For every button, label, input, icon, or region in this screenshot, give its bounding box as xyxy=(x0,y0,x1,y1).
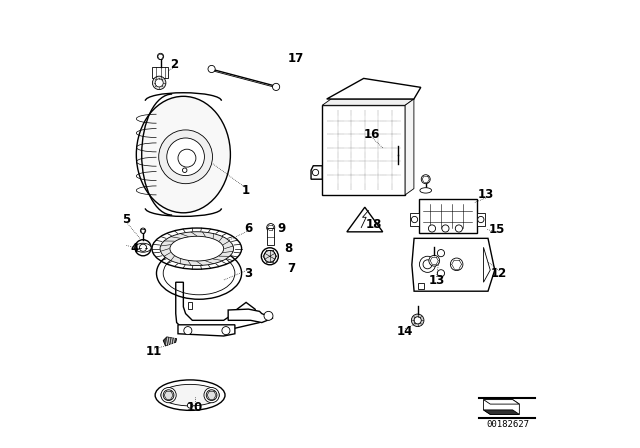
Circle shape xyxy=(208,65,215,73)
Text: 10: 10 xyxy=(186,401,203,414)
Text: 2: 2 xyxy=(170,58,179,72)
Circle shape xyxy=(182,168,187,172)
Polygon shape xyxy=(327,78,421,99)
Ellipse shape xyxy=(160,232,234,266)
Circle shape xyxy=(428,225,436,232)
Circle shape xyxy=(161,388,176,403)
Circle shape xyxy=(477,216,484,223)
Text: 12: 12 xyxy=(491,267,508,280)
Text: 5: 5 xyxy=(122,213,131,226)
Text: 6: 6 xyxy=(244,222,252,235)
Ellipse shape xyxy=(170,236,224,261)
Polygon shape xyxy=(228,309,273,323)
Text: 13: 13 xyxy=(477,188,494,202)
Polygon shape xyxy=(163,337,177,346)
Text: 9: 9 xyxy=(278,222,286,235)
Polygon shape xyxy=(484,400,520,404)
Ellipse shape xyxy=(135,243,151,252)
Polygon shape xyxy=(484,247,490,282)
Polygon shape xyxy=(188,302,192,309)
Text: 1: 1 xyxy=(242,184,250,197)
Text: 14: 14 xyxy=(397,325,413,338)
Ellipse shape xyxy=(155,380,225,410)
Circle shape xyxy=(437,270,445,277)
Circle shape xyxy=(429,255,440,266)
Text: 3: 3 xyxy=(244,267,252,280)
Circle shape xyxy=(155,79,163,87)
Circle shape xyxy=(140,244,147,251)
Polygon shape xyxy=(311,166,323,179)
Circle shape xyxy=(273,83,280,90)
Ellipse shape xyxy=(152,228,242,269)
Circle shape xyxy=(178,149,196,167)
Polygon shape xyxy=(412,238,495,291)
Circle shape xyxy=(412,216,418,223)
Circle shape xyxy=(167,138,204,176)
Circle shape xyxy=(423,260,432,269)
Text: 00182627: 00182627 xyxy=(486,420,530,429)
Ellipse shape xyxy=(136,96,230,213)
Polygon shape xyxy=(405,99,414,195)
Circle shape xyxy=(437,250,445,257)
Text: 16: 16 xyxy=(364,128,380,141)
Polygon shape xyxy=(323,99,414,105)
Polygon shape xyxy=(477,213,485,226)
Polygon shape xyxy=(418,283,424,289)
Circle shape xyxy=(206,390,217,401)
Ellipse shape xyxy=(161,384,219,406)
Circle shape xyxy=(451,258,463,271)
Bar xyxy=(267,228,275,245)
Text: 8: 8 xyxy=(285,242,292,255)
Circle shape xyxy=(159,130,212,184)
Circle shape xyxy=(264,250,276,262)
Text: 7: 7 xyxy=(287,262,295,276)
Polygon shape xyxy=(484,410,520,414)
Circle shape xyxy=(455,225,463,232)
Text: 4: 4 xyxy=(130,242,138,255)
Circle shape xyxy=(157,53,164,60)
Text: 15: 15 xyxy=(489,223,505,236)
Circle shape xyxy=(204,388,220,403)
Polygon shape xyxy=(323,105,405,195)
Circle shape xyxy=(188,403,193,408)
Text: 11: 11 xyxy=(146,345,163,358)
Circle shape xyxy=(267,224,275,232)
Text: 17: 17 xyxy=(287,52,303,65)
Circle shape xyxy=(264,311,273,320)
Circle shape xyxy=(222,327,230,335)
Polygon shape xyxy=(484,400,520,414)
Ellipse shape xyxy=(420,188,431,193)
Polygon shape xyxy=(347,207,383,232)
Text: 13: 13 xyxy=(428,273,445,287)
Circle shape xyxy=(442,225,449,232)
Circle shape xyxy=(140,228,146,233)
Circle shape xyxy=(152,76,166,90)
Circle shape xyxy=(421,175,430,184)
Circle shape xyxy=(414,317,421,324)
Circle shape xyxy=(135,240,151,256)
Text: 18: 18 xyxy=(365,218,382,232)
Polygon shape xyxy=(178,325,235,336)
Circle shape xyxy=(312,169,319,176)
Polygon shape xyxy=(152,67,168,78)
Polygon shape xyxy=(419,199,477,233)
Circle shape xyxy=(412,314,424,327)
Circle shape xyxy=(184,327,192,335)
Polygon shape xyxy=(176,282,260,329)
Circle shape xyxy=(261,248,278,265)
Polygon shape xyxy=(410,213,419,226)
Circle shape xyxy=(163,390,174,401)
Circle shape xyxy=(419,256,436,272)
